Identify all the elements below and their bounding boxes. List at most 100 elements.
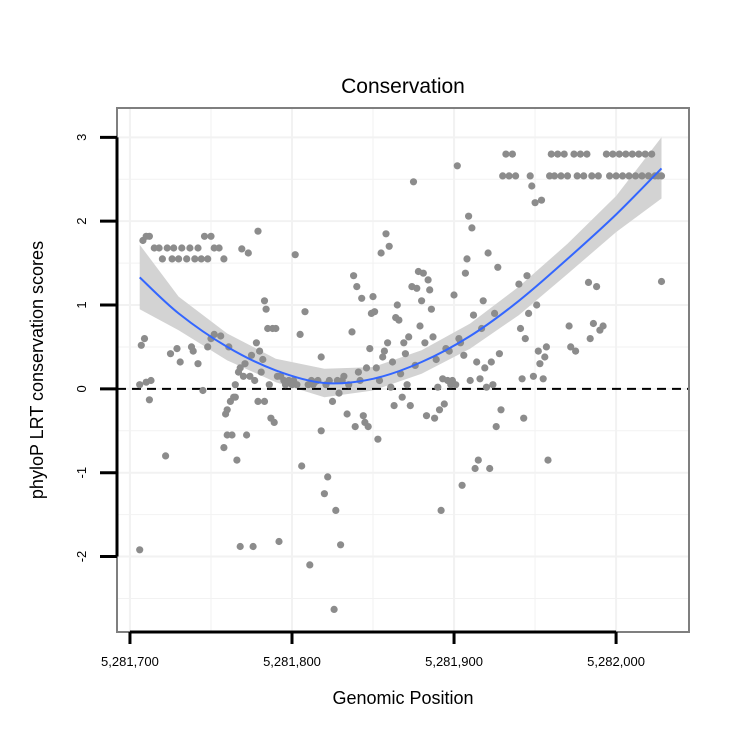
data-point bbox=[270, 418, 278, 426]
data-point bbox=[541, 353, 549, 361]
data-point bbox=[474, 456, 482, 464]
data-point bbox=[612, 172, 620, 180]
data-point bbox=[369, 293, 377, 301]
data-point bbox=[508, 150, 516, 158]
data-point bbox=[231, 381, 239, 389]
data-point bbox=[494, 263, 502, 271]
data-point bbox=[486, 464, 494, 473]
data-point bbox=[354, 368, 362, 376]
data-point bbox=[471, 464, 479, 473]
data-point bbox=[609, 150, 617, 158]
data-point bbox=[168, 255, 176, 263]
data-point bbox=[406, 402, 414, 410]
data-point bbox=[421, 339, 429, 347]
data-point bbox=[301, 308, 309, 316]
data-point bbox=[291, 251, 299, 259]
fit-curve bbox=[139, 167, 663, 385]
data-point bbox=[238, 245, 246, 253]
data-point bbox=[419, 269, 427, 277]
data-point bbox=[247, 351, 256, 359]
data-point bbox=[468, 224, 476, 232]
data-point bbox=[622, 150, 630, 158]
data-point bbox=[576, 150, 585, 158]
data-point bbox=[220, 255, 228, 263]
data-point bbox=[194, 244, 202, 252]
data-point bbox=[557, 172, 565, 180]
data-point bbox=[249, 542, 257, 551]
data-point bbox=[241, 360, 249, 368]
data-point bbox=[565, 322, 573, 330]
data-point bbox=[385, 242, 393, 250]
data-point bbox=[533, 301, 541, 309]
data-point bbox=[466, 376, 474, 385]
y-tick-label: -1 bbox=[74, 467, 89, 479]
data-point bbox=[223, 406, 231, 414]
data-point bbox=[252, 339, 260, 347]
data-point bbox=[220, 444, 228, 452]
data-point bbox=[340, 372, 348, 380]
data-point bbox=[275, 537, 283, 546]
data-point bbox=[170, 244, 178, 252]
x-tick-label: 5,281,900 bbox=[425, 654, 483, 669]
y-axis-title: phyloP LRT conservation scores bbox=[27, 241, 47, 499]
data-point bbox=[426, 286, 434, 294]
data-point bbox=[254, 227, 262, 235]
data-point bbox=[491, 309, 499, 317]
data-point bbox=[233, 456, 241, 464]
data-point bbox=[136, 546, 144, 554]
data-point bbox=[328, 397, 337, 405]
data-point bbox=[332, 506, 340, 514]
data-point bbox=[256, 347, 264, 355]
data-point bbox=[390, 402, 398, 410]
data-point bbox=[260, 297, 269, 305]
data-point bbox=[593, 283, 601, 291]
data-point bbox=[158, 255, 166, 263]
data-point bbox=[542, 343, 551, 351]
data-point bbox=[204, 255, 212, 263]
data-point bbox=[186, 244, 194, 252]
y-tick-label: 1 bbox=[74, 301, 89, 308]
x-axis-title: Genomic Position bbox=[332, 688, 473, 708]
data-point bbox=[563, 172, 572, 180]
data-point bbox=[335, 389, 343, 397]
x-tick-label: 5,282,000 bbox=[587, 654, 645, 669]
data-point bbox=[364, 423, 372, 431]
data-point bbox=[298, 462, 306, 470]
data-point bbox=[615, 150, 623, 158]
data-point bbox=[320, 490, 328, 498]
data-point bbox=[382, 230, 390, 238]
data-point bbox=[461, 269, 469, 277]
chart-title: Conservation bbox=[341, 75, 465, 98]
data-point bbox=[403, 381, 411, 389]
data-point bbox=[409, 178, 418, 186]
data-point bbox=[641, 150, 649, 158]
data-point bbox=[635, 150, 643, 158]
data-point bbox=[631, 172, 640, 180]
data-point bbox=[366, 345, 374, 353]
data-point bbox=[228, 431, 236, 439]
data-point bbox=[505, 172, 513, 180]
data-point bbox=[246, 372, 254, 380]
data-point bbox=[481, 364, 489, 372]
data-point bbox=[217, 332, 225, 340]
data-point bbox=[306, 561, 314, 569]
data-point bbox=[199, 386, 207, 395]
data-point bbox=[437, 506, 445, 514]
data-point bbox=[554, 150, 562, 158]
data-point bbox=[231, 393, 239, 401]
data-point bbox=[606, 172, 614, 180]
data-point bbox=[432, 355, 440, 364]
data-point bbox=[324, 473, 332, 481]
data-point bbox=[178, 244, 186, 252]
data-point bbox=[147, 376, 155, 385]
data-point bbox=[137, 341, 145, 349]
data-point bbox=[145, 232, 153, 240]
data-point bbox=[463, 255, 471, 263]
data-point bbox=[372, 364, 380, 372]
data-point bbox=[550, 172, 559, 180]
data-point bbox=[586, 335, 594, 343]
data-point bbox=[251, 376, 259, 385]
data-point bbox=[427, 305, 435, 313]
data-point bbox=[348, 328, 356, 336]
